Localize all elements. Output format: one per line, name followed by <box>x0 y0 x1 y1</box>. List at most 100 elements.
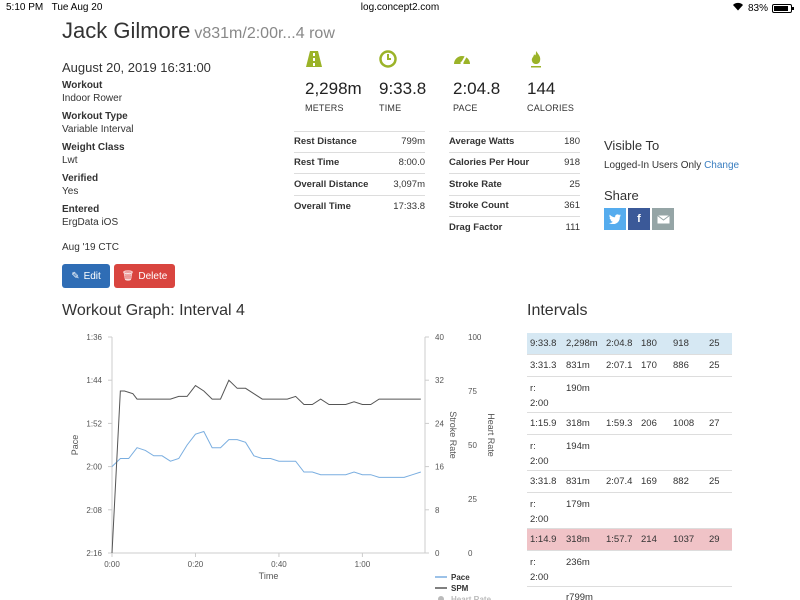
rest-meters: 236m <box>566 557 590 568</box>
status-time: 5:10 PM Tue Aug 20 <box>6 2 103 13</box>
interval-cell: 2:04.8 <box>606 338 633 349</box>
y-tick-label: 2:16 <box>86 549 102 558</box>
status-right: 83% <box>732 2 794 14</box>
interval-cell: 2,298m <box>566 338 598 349</box>
email-share-button[interactable] <box>652 208 674 230</box>
y2-tick-label: 40 <box>435 333 444 342</box>
table-row: Rest Distance 799m <box>294 131 425 153</box>
stat-value: 2,298m <box>305 79 362 98</box>
stat-label: TIME <box>379 103 402 113</box>
stat-label: CALORIES <box>527 103 575 113</box>
share-buttons: f <box>604 208 674 230</box>
interval-cell: 2:07.4 <box>606 476 633 487</box>
rest-row: r: 179m 2:00 <box>527 493 732 529</box>
interval-cell: 9:33.8 <box>530 338 557 349</box>
y2-tick-label: 32 <box>435 376 444 385</box>
y-tick-label: 2:00 <box>86 463 102 472</box>
delete-label: Delete <box>138 270 168 282</box>
y2-tick-label: 24 <box>435 419 444 428</box>
rest-meters: 190m <box>566 383 590 394</box>
delete-button[interactable]: 🗑 Delete <box>114 264 175 288</box>
interval-cell: 25 <box>709 360 720 371</box>
x-tick-label: 0:20 <box>188 560 204 569</box>
row-value: 799m <box>401 136 425 148</box>
status-bar: 5:10 PM Tue Aug 20 log.concept2.com 83% <box>0 0 800 16</box>
change-visibility-link[interactable]: Change <box>704 160 740 171</box>
rest-label: r: <box>530 441 536 452</box>
y2-tick-label: 0 <box>435 549 440 558</box>
y3-tick-label: 50 <box>468 441 477 450</box>
rest-time: 2:00 <box>530 572 549 583</box>
row-value: 17:33.8 <box>393 200 425 212</box>
y3-tick-label: 25 <box>468 495 477 504</box>
summary-table-right: Average Watts 180 Calories Per Hour 918 St… <box>449 131 580 239</box>
table-row: Stroke Count 361 <box>449 196 580 217</box>
row-key: Stroke Rate <box>449 178 502 190</box>
table-row: Drag Factor 111 <box>449 217 580 239</box>
interval-cell: 918 <box>673 338 689 349</box>
stat-value: 144 <box>527 79 556 98</box>
interval-row: 3:31.8 831m 2:07.4 169 882 25 <box>527 471 732 493</box>
interval-cell: 318m <box>566 534 590 545</box>
interval-cell: 29 <box>709 534 720 545</box>
table-row: Overall Time 17:33.8 <box>294 196 425 218</box>
clock-icon <box>379 50 397 68</box>
interval-row: 1:14.9 318m 1:57.7 214 1037 29 <box>527 529 732 551</box>
twitter-icon <box>609 214 621 224</box>
info-value-workout: Indoor Rower <box>62 93 123 104</box>
summary-table-left: Rest Distance 799m Rest Time 8:00.0 Overal… <box>294 131 425 217</box>
battery-percent: 83% <box>747 2 768 14</box>
pencil-icon: ✎ <box>71 270 80 282</box>
legend-spm-label: SPM <box>451 584 469 593</box>
info-label-workout: Workout <box>62 80 103 91</box>
twitter-share-button[interactable] <box>604 208 626 230</box>
info-label-weight-class: Weight Class <box>62 142 125 153</box>
row-key: Overall Time <box>294 200 351 212</box>
row-key: Rest Time <box>294 157 340 169</box>
table-row: Calories Per Hour 918 <box>449 153 580 174</box>
interval-cell: 2:07.1 <box>606 360 633 371</box>
facebook-share-button[interactable]: f <box>628 208 650 230</box>
interval-cell: 180 <box>641 338 657 349</box>
stat-meters: 2,298m METERS <box>305 50 385 113</box>
interval-cell: 1:15.9 <box>530 418 557 429</box>
table-row: Stroke Rate 25 <box>449 174 580 196</box>
info-label-entered: Entered <box>62 204 100 215</box>
rest-time: 2:00 <box>530 398 549 409</box>
edit-button[interactable]: ✎ Edit <box>62 264 110 288</box>
page-subtitle: v831m/2:00r...4 row <box>194 25 335 42</box>
interval-cell: 1037 <box>673 534 695 545</box>
row-value: 8:00.0 <box>398 157 425 169</box>
pace-series-line <box>111 430 421 478</box>
y-tick-label: 1:36 <box>86 333 102 342</box>
battery-icon <box>772 3 794 13</box>
rest-label: r: <box>530 557 536 568</box>
info-label-verified: Verified <box>62 173 99 184</box>
row-key: Drag Factor <box>449 222 503 234</box>
challenge-tag[interactable]: Aug '19 CTC <box>62 242 119 253</box>
url-bar[interactable]: log.concept2.com <box>360 2 440 13</box>
x-axis-label: Time <box>259 571 279 581</box>
legend-hr-swatch <box>438 596 444 600</box>
y-axis-label: Pace <box>70 435 80 456</box>
trash-icon: 🗑 <box>121 270 135 282</box>
rest-label: r: <box>530 499 536 510</box>
speedometer-icon <box>454 55 470 65</box>
info-label-workout-type: Workout Type <box>62 111 128 122</box>
table-row: Rest Time 8:00.0 <box>294 153 425 174</box>
interval-cell: 882 <box>673 476 689 487</box>
y2-axis-label: Stroke Rate <box>448 411 458 459</box>
interval-cell: 214 <box>641 534 657 545</box>
visibility-text: Logged-In Users Only <box>604 160 702 171</box>
y-tick-label: 1:44 <box>86 376 102 385</box>
rest-meters: 194m <box>566 441 590 452</box>
visible-to-value: Logged-In Users Only Change <box>604 160 739 171</box>
road-icon <box>306 51 322 67</box>
workout-graph: 1:36 1:44 1:52 2:00 2:08 2:16 40 32 24 16 8 0 100 75 5… <box>70 333 496 600</box>
info-value-verified: Yes <box>62 186 79 197</box>
row-value: 25 <box>569 178 580 190</box>
row-key: Stroke Count <box>449 200 509 212</box>
intervals-table: 9:33.8 2,298m 2:04.8 180 918 25 3:31.3 831m 2:07… <box>527 333 732 600</box>
interval-row: 1:15.9 318m 1:59.3 206 1008 27 <box>527 413 732 435</box>
interval-cell: 1008 <box>673 418 695 429</box>
